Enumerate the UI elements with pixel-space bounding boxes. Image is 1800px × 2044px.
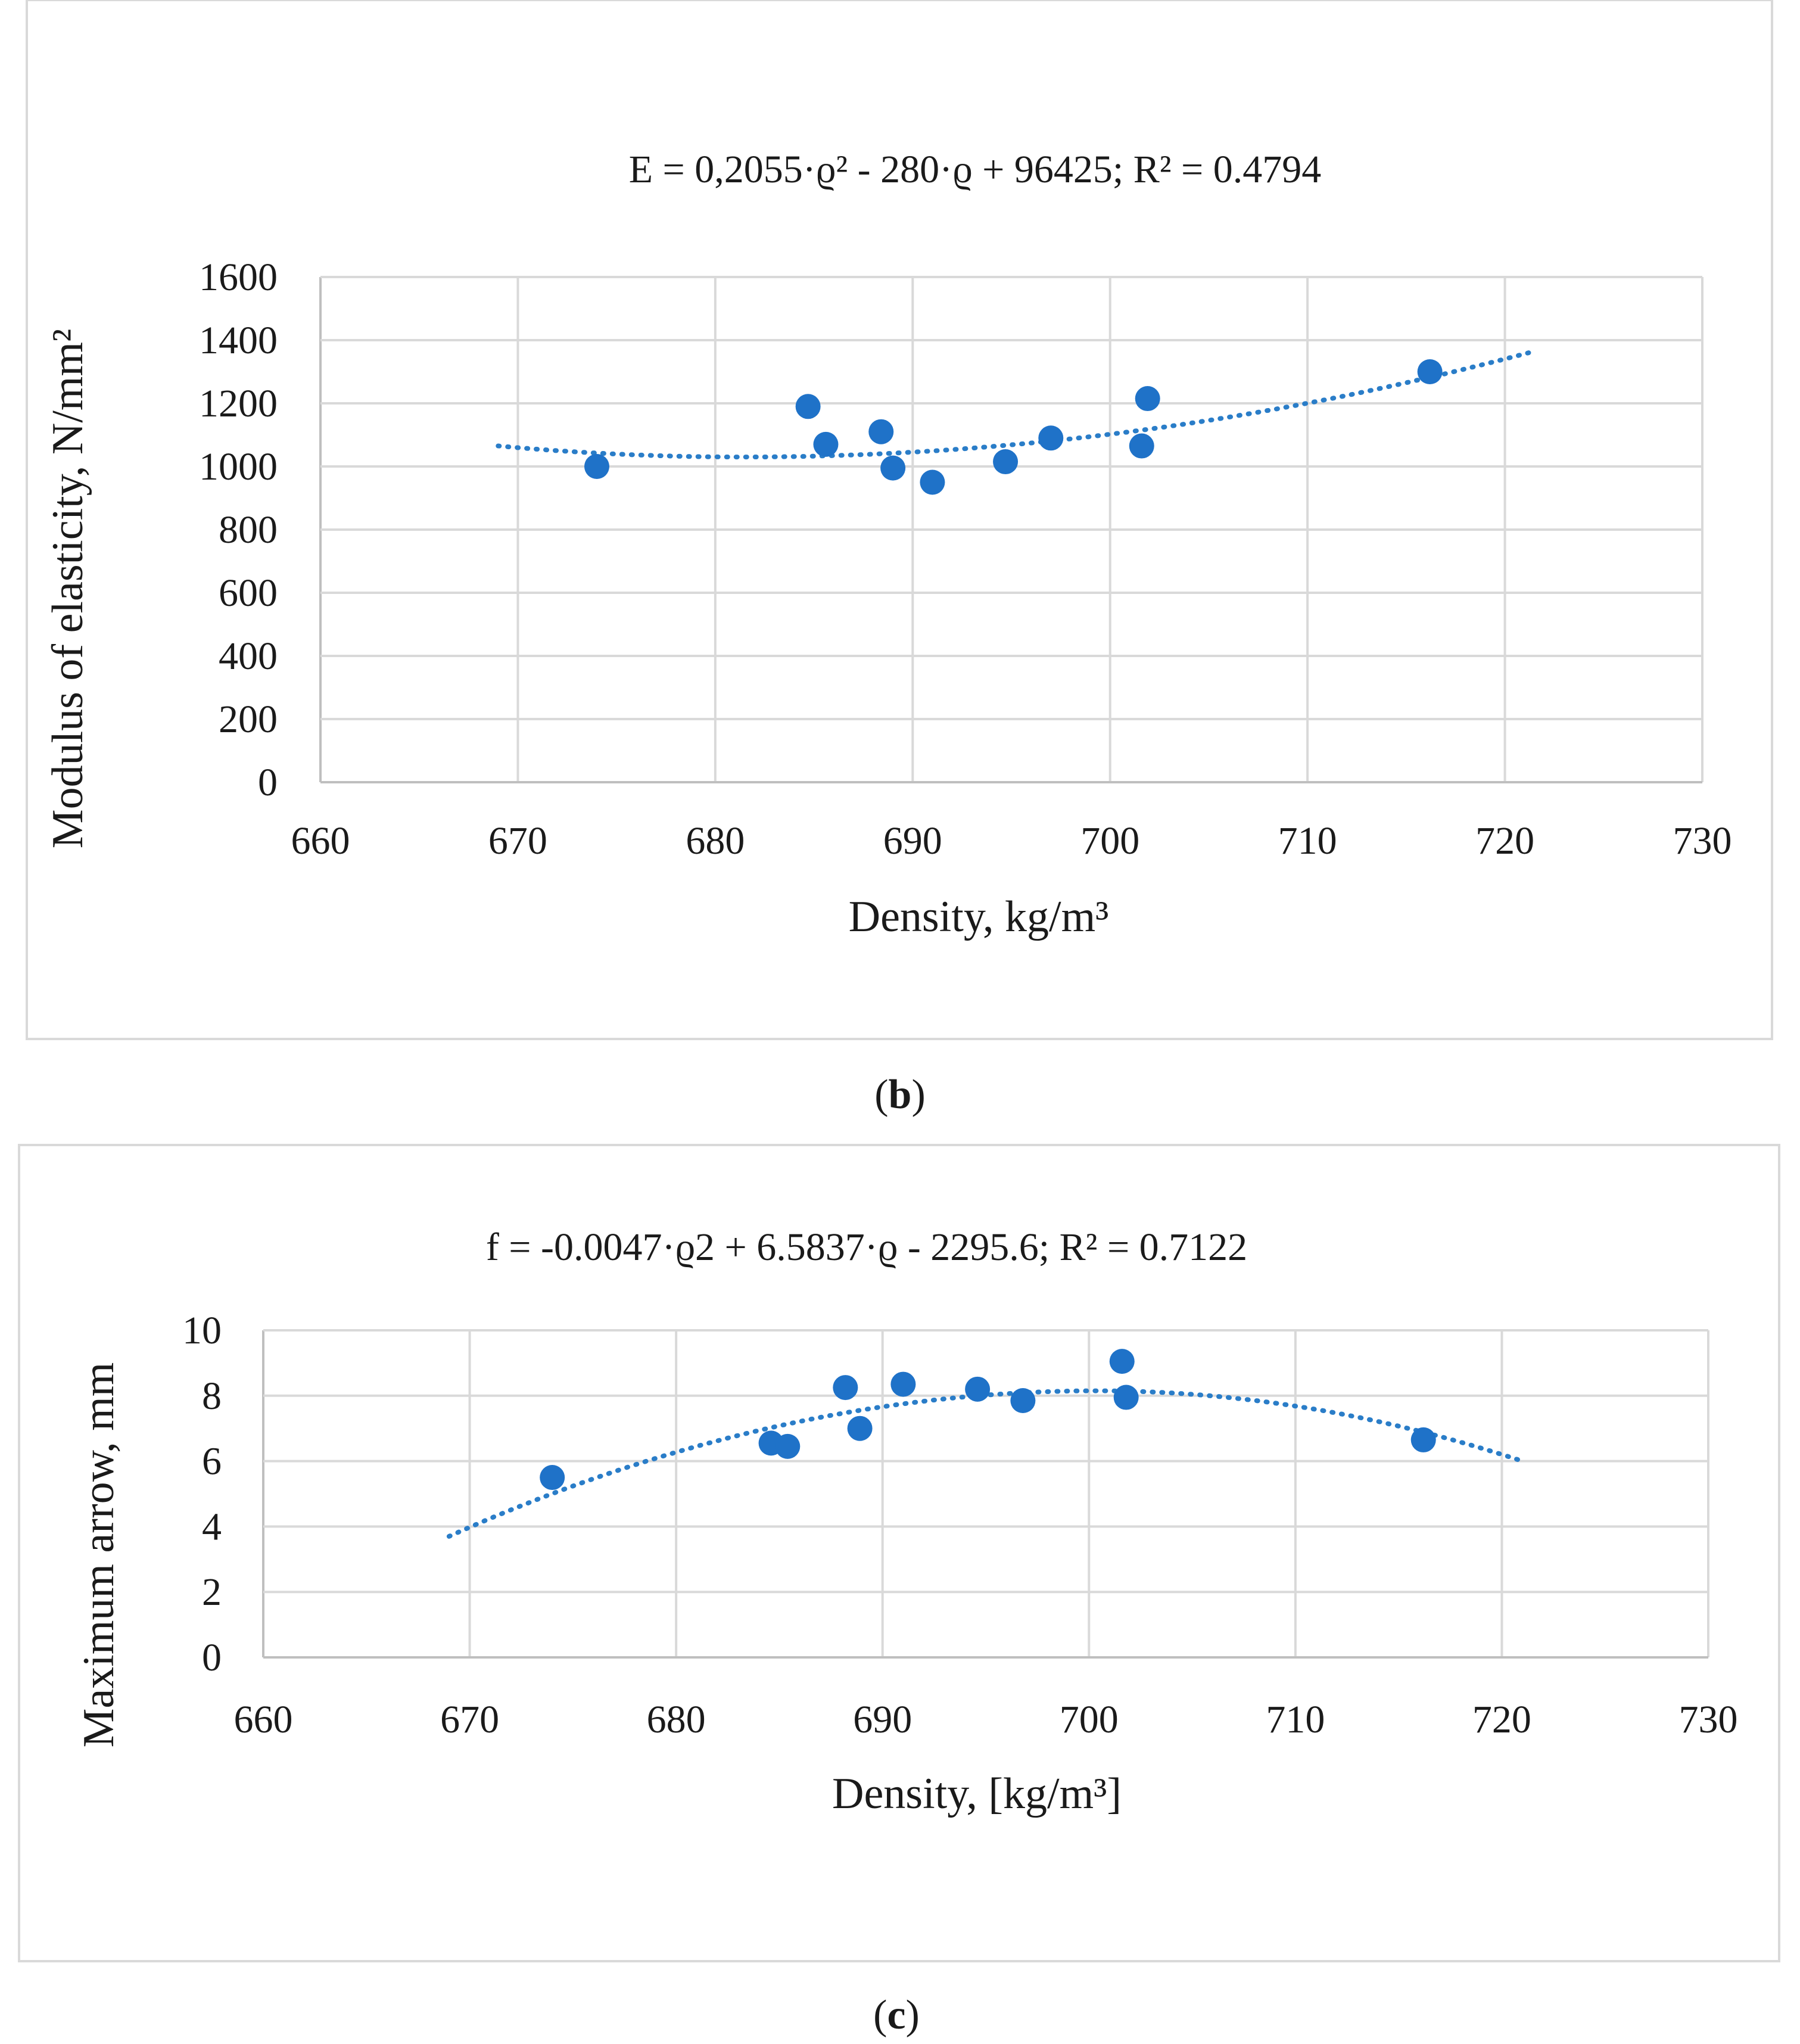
y-tick-label-b: 800 — [219, 508, 278, 552]
trendline-b — [496, 349, 1537, 460]
panel-label-b: (b) — [874, 1072, 926, 1118]
data-point-c — [540, 1465, 565, 1491]
data-point-c — [775, 1433, 801, 1459]
data-point-c — [965, 1376, 991, 1402]
panel-label-b-close-paren: ) — [911, 1072, 925, 1118]
x-tick-label-c: 720 — [1472, 1698, 1531, 1741]
data-point-b — [1129, 433, 1154, 459]
y-tick-label-b: 1000 — [199, 445, 278, 489]
plot-background-c — [263, 1330, 1708, 1657]
x-tick-label-c: 700 — [1060, 1698, 1119, 1741]
x-tick-label-c: 730 — [1679, 1698, 1738, 1741]
plot-area-b: 660 670 680 690 700 710 720 730 0 200 400 600 800 100… — [199, 256, 1732, 863]
y-tick-label-b: 0 — [258, 761, 278, 804]
x-tick-label-b: 670 — [488, 819, 547, 863]
x-tick-label-b: 720 — [1475, 819, 1534, 863]
panel-label-c: (c) — [873, 1992, 920, 2038]
x-tick-label-c: 710 — [1266, 1698, 1325, 1741]
x-tick-label-b: 700 — [1080, 819, 1139, 863]
data-point-b — [1038, 425, 1064, 451]
panel-c: f = -0.0047·ϱ2 + 6.5837·ϱ - 2295.6; R² =… — [18, 1144, 1780, 1962]
panel-b: E = 0,2055·ϱ² - 280·ϱ + 96425; R² = 0.47… — [26, 0, 1773, 1040]
data-point-b — [880, 455, 906, 481]
data-point-b — [795, 394, 821, 419]
trendline-c — [446, 1388, 1525, 1539]
panel-label-b-open-paren: ( — [874, 1072, 888, 1118]
x-axis-title-c: Density, [kg/m³] — [832, 1769, 1122, 1818]
y-tick-label-c: 2 — [202, 1570, 222, 1614]
y-tick-label-b: 1600 — [199, 256, 278, 299]
y-tick-label-b: 200 — [219, 698, 278, 741]
panel-label-c-open-paren: ( — [873, 1992, 887, 2038]
y-tick-label-c: 8 — [202, 1374, 222, 1418]
data-point-c — [1113, 1385, 1139, 1410]
data-point-b — [813, 431, 839, 457]
x-tick-label-c: 660 — [234, 1698, 293, 1741]
data-point-c — [1109, 1349, 1135, 1374]
y-tick-label-b: 600 — [219, 571, 278, 615]
x-tick-label-b: 690 — [883, 819, 942, 863]
y-tick-label-b: 400 — [219, 634, 278, 678]
chart-title-b: E = 0,2055·ϱ² - 280·ϱ + 96425; R² = 0.47… — [629, 148, 1322, 191]
y-tick-label-c: 10 — [182, 1309, 222, 1352]
x-axis-title-b: Density, kg/m³ — [849, 892, 1109, 941]
data-point-c — [890, 1371, 916, 1397]
y-tick-label-c: 4 — [202, 1505, 222, 1548]
x-tick-label-b: 680 — [686, 819, 745, 863]
data-point-c — [833, 1375, 858, 1401]
x-tick-label-c: 690 — [853, 1698, 912, 1741]
chart-title-c: f = -0.0047·ϱ2 + 6.5837·ϱ - 2295.6; R² =… — [486, 1225, 1247, 1269]
y-tick-label-c: 6 — [202, 1440, 222, 1483]
data-point-b — [868, 419, 894, 444]
data-point-b — [920, 469, 945, 495]
x-tick-label-c: 680 — [647, 1698, 706, 1741]
data-point-c — [847, 1415, 873, 1441]
data-point-b — [1135, 386, 1160, 412]
y-axis-title-c: Maximum arrow, mm — [74, 1362, 123, 1748]
data-point-c — [1010, 1388, 1036, 1414]
data-point-c — [1410, 1427, 1436, 1452]
panel-label-c-close-paren: ) — [906, 1992, 920, 2038]
panel-label-b-letter: b — [889, 1072, 912, 1118]
y-axis-title-b: Modulus of elasticity, N/mm² — [43, 329, 92, 848]
data-point-b — [993, 449, 1019, 475]
data-point-b — [1417, 359, 1443, 384]
panel-label-c-letter: c — [887, 1992, 905, 2038]
x-tick-label-b: 710 — [1278, 819, 1337, 863]
x-tick-label-c: 670 — [440, 1698, 499, 1741]
y-tick-label-c: 0 — [202, 1636, 222, 1679]
data-point-b — [584, 454, 609, 479]
y-tick-label-b: 1400 — [199, 319, 278, 362]
plot-area-c: 660 670 680 690 700 710 720 730 0 2 4 6 8 10 — [182, 1309, 1738, 1741]
x-tick-label-b: 660 — [291, 819, 350, 863]
x-tick-label-b: 730 — [1673, 819, 1732, 863]
y-tick-label-b: 1200 — [199, 382, 278, 425]
